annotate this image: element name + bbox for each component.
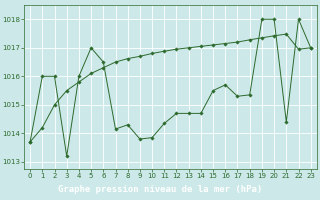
- Text: Graphe pression niveau de la mer (hPa): Graphe pression niveau de la mer (hPa): [58, 185, 262, 194]
